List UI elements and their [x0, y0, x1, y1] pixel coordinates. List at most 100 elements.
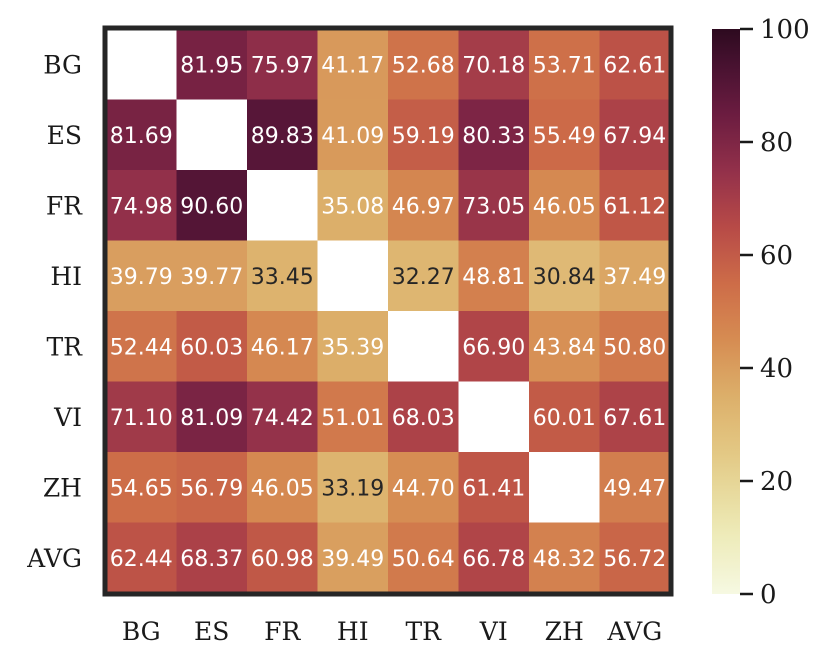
empty-cell: [247, 170, 319, 242]
heatmap-cell: [599, 452, 671, 524]
colorbar: 0 20 40 60 80 100: [712, 15, 810, 610]
heatmap-cell: [529, 240, 601, 312]
cell-value-label: 68.37: [180, 547, 243, 572]
colorbar-tick-label: 40: [760, 354, 793, 384]
cell-value-label: 55.49: [533, 124, 596, 149]
cell-value-label: 56.72: [603, 547, 666, 572]
cell-value-label: 46.17: [251, 335, 314, 360]
heatmap-cell: [599, 522, 671, 594]
heatmap-cell: [317, 170, 389, 242]
cell-value-label: 60.03: [180, 335, 243, 360]
heatmap-cell: [529, 29, 601, 101]
x-tick-label: BG: [122, 617, 161, 646]
heatmap-cell: [106, 240, 178, 312]
cell-value-label: 66.90: [462, 335, 525, 360]
cell-value-label: 67.94: [603, 124, 666, 149]
y-tick-label: FR: [46, 191, 83, 220]
heatmap-cell: [458, 240, 530, 312]
heatmap-cell: [458, 99, 530, 171]
cell-value-label: 39.77: [180, 265, 243, 290]
heatmap-cell: [106, 452, 178, 524]
colorbar-tick-label: 0: [760, 580, 777, 610]
cell-value-label: 80.33: [462, 124, 525, 149]
heatmap-cell: [176, 522, 248, 594]
heatmap-cell: [317, 522, 389, 594]
x-tick-label: FR: [264, 617, 301, 646]
cell-value-label: 46.05: [533, 194, 596, 219]
empty-cell: [458, 381, 530, 453]
cell-value-label: 59.19: [392, 124, 455, 149]
cell-value-label: 35.39: [321, 335, 384, 360]
cell-value-label: 33.19: [321, 476, 384, 501]
heatmap-cell: [388, 99, 460, 171]
cell-value-label: 74.42: [251, 406, 314, 431]
cell-value-label: 46.97: [392, 194, 455, 219]
heatmap-cells: 81.95 75.97 41.17 52.68 70.18 53.71 62.61 81.69…: [106, 29, 671, 594]
empty-cell: [317, 240, 389, 312]
heatmap-cell: [599, 170, 671, 242]
heatmap-cell: [317, 99, 389, 171]
x-tick-labels: BG ES FR HI TR VI ZH AVG: [122, 617, 662, 646]
cell-value-label: 39.79: [110, 265, 173, 290]
plot-frame: [102, 25, 674, 597]
cell-value-label: 48.32: [533, 547, 596, 572]
heatmap-cell: [529, 170, 601, 242]
cell-value-label: 81.95: [180, 53, 243, 78]
cell-value-label: 81.69: [110, 124, 173, 149]
heatmap-cell: [458, 170, 530, 242]
cell-value-label: 37.49: [603, 265, 666, 290]
cell-value-label: 56.79: [180, 476, 243, 501]
heatmap-cell: [176, 29, 248, 101]
heatmap-cell: [247, 240, 319, 312]
empty-cell: [106, 29, 178, 101]
cell-value-label: 62.44: [110, 547, 173, 572]
cell-value-label: 75.97: [251, 53, 314, 78]
cell-value-label: 51.01: [321, 406, 384, 431]
cell-value-label: 61.12: [603, 194, 666, 219]
heatmap-cell: [529, 381, 601, 453]
cell-value-label: 41.17: [321, 53, 384, 78]
x-tick-label: ZH: [545, 617, 584, 646]
heatmap-cell: [176, 381, 248, 453]
heatmap-cell: [247, 99, 319, 171]
cell-value-label: 41.09: [321, 124, 384, 149]
empty-cell: [529, 452, 601, 524]
heatmap-cell: [176, 452, 248, 524]
cell-value-label: 46.05: [251, 476, 314, 501]
cell-value-label: 52.68: [392, 53, 455, 78]
colorbar-ticks: 0 20 40 60 80 100: [740, 15, 810, 610]
y-tick-label: VI: [53, 403, 82, 432]
heatmap-cell: [388, 240, 460, 312]
cell-value-label: 52.44: [110, 335, 173, 360]
y-tick-label: BG: [43, 50, 82, 79]
heatmap-cell: [599, 240, 671, 312]
cell-value-label: 74.98: [110, 194, 173, 219]
cell-value-label: 33.45: [251, 265, 314, 290]
x-tick-label: TR: [406, 617, 443, 646]
heatmap-cell: [458, 311, 530, 383]
cell-value-label: 50.64: [392, 547, 455, 572]
cell-value-label: 70.18: [462, 53, 525, 78]
y-tick-label: AVG: [26, 544, 82, 573]
y-tick-label: ES: [47, 121, 82, 150]
cell-value-label: 49.47: [603, 476, 666, 501]
heatmap-cell: [599, 311, 671, 383]
cell-value-label: 90.60: [180, 194, 243, 219]
cell-value-label: 54.65: [110, 476, 173, 501]
heatmap-cell: [458, 29, 530, 101]
cell-value-label: 71.10: [110, 406, 173, 431]
cell-value-label: 61.41: [462, 476, 525, 501]
colorbar-tick-label: 60: [760, 241, 793, 271]
heatmap-cell: [106, 381, 178, 453]
cell-value-label: 66.78: [462, 547, 525, 572]
heatmap-cell: [388, 381, 460, 453]
cell-value-label: 48.81: [462, 265, 525, 290]
colorbar-tick-label: 20: [760, 467, 793, 497]
cell-value-label: 44.70: [392, 476, 455, 501]
heatmap-cell: [388, 522, 460, 594]
heatmap-cell: [599, 381, 671, 453]
heatmap-cell: [458, 522, 530, 594]
heatmap-cell: [176, 240, 248, 312]
heatmap-cell: [247, 311, 319, 383]
